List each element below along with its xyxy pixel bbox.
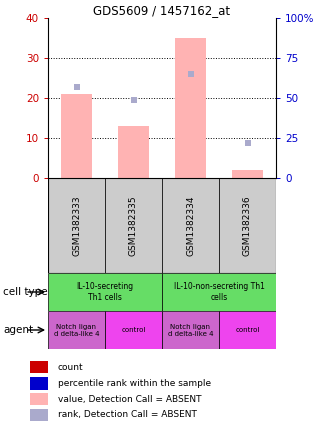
Bar [30, 409, 48, 421]
FancyBboxPatch shape [48, 273, 162, 311]
FancyBboxPatch shape [48, 178, 105, 273]
Text: count: count [58, 363, 83, 372]
FancyBboxPatch shape [105, 178, 162, 273]
Text: control: control [235, 327, 260, 333]
Bar [175, 38, 206, 178]
Bar [232, 170, 263, 178]
Text: GSM1382336: GSM1382336 [243, 195, 252, 256]
FancyBboxPatch shape [219, 311, 276, 349]
FancyBboxPatch shape [105, 311, 162, 349]
Text: Notch ligan
d delta-like 4: Notch ligan d delta-like 4 [54, 324, 99, 337]
FancyBboxPatch shape [219, 178, 276, 273]
FancyBboxPatch shape [162, 273, 276, 311]
Text: GSM1382333: GSM1382333 [72, 195, 81, 256]
Text: agent: agent [3, 325, 33, 335]
Text: value, Detection Call = ABSENT: value, Detection Call = ABSENT [58, 395, 201, 404]
Text: cell type: cell type [3, 287, 48, 297]
Bar [61, 94, 92, 178]
Text: GSM1382335: GSM1382335 [129, 195, 138, 256]
Text: percentile rank within the sample: percentile rank within the sample [58, 379, 211, 388]
Text: Notch ligan
d delta-like 4: Notch ligan d delta-like 4 [168, 324, 213, 337]
Text: GSM1382334: GSM1382334 [186, 195, 195, 256]
Text: control: control [121, 327, 146, 333]
FancyBboxPatch shape [162, 311, 219, 349]
FancyBboxPatch shape [48, 311, 105, 349]
Text: rank, Detection Call = ABSENT: rank, Detection Call = ABSENT [58, 410, 197, 419]
Title: GDS5609 / 1457162_at: GDS5609 / 1457162_at [93, 4, 231, 17]
Bar [30, 361, 48, 374]
Bar [30, 377, 48, 390]
Bar [30, 393, 48, 405]
FancyBboxPatch shape [162, 178, 219, 273]
Bar [118, 126, 149, 178]
Text: IL-10-non-secreting Th1
cells: IL-10-non-secreting Th1 cells [174, 282, 264, 302]
Text: IL-10-secreting
Th1 cells: IL-10-secreting Th1 cells [77, 282, 134, 302]
